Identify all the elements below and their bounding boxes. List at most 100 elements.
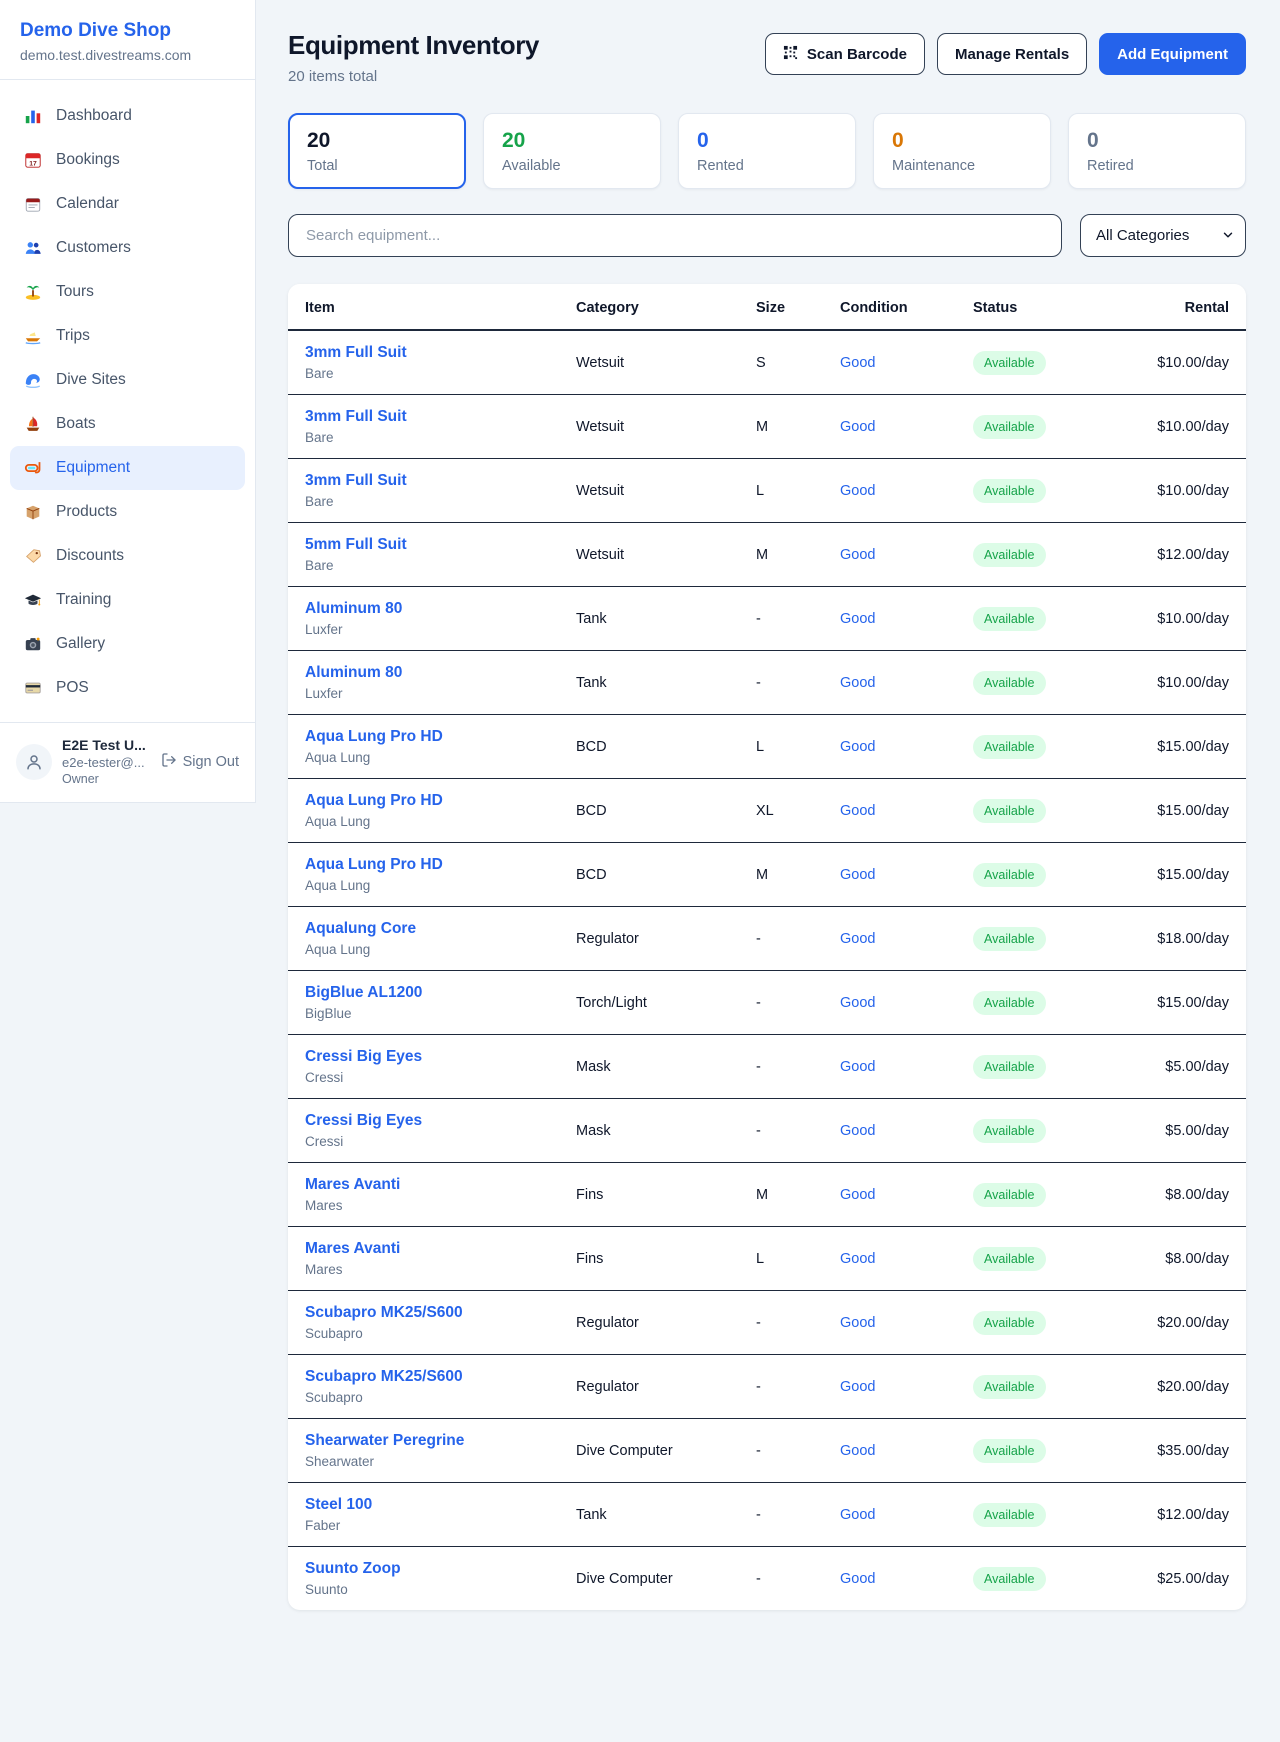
condition-link[interactable]: Good [840,546,876,563]
scan-barcode-label: Scan Barcode [806,45,907,63]
stat-card-retired[interactable]: 0 Retired [1068,113,1246,189]
sidebar-item-boats[interactable]: Boats [10,402,245,446]
scan-barcode-button[interactable]: Scan Barcode [764,33,925,75]
sidebar-item-discounts[interactable]: Discounts [10,534,245,578]
item-link[interactable]: 3mm Full Suit [305,344,407,361]
condition-link[interactable]: Good [840,482,876,499]
bookings-icon: 17 [23,150,43,170]
condition-link[interactable]: Good [840,1442,876,1459]
status-badge: Available [973,542,1046,567]
table-header-row: Item Category Size Condition Status Rent… [288,284,1246,331]
category-cell: Regulator [568,1354,748,1419]
sidebar-item-customers[interactable]: Customers [10,226,245,270]
condition-link[interactable]: Good [840,738,876,755]
sign-out-button[interactable]: Sign Out [161,752,239,772]
item-link[interactable]: 3mm Full Suit [305,408,407,425]
condition-link[interactable]: Good [840,994,876,1011]
condition-link[interactable]: Good [840,1378,876,1395]
manage-rentals-button[interactable]: Manage Rentals [936,33,1088,75]
item-brand: Faber [305,1518,341,1533]
condition-link[interactable]: Good [840,1186,876,1203]
condition-cell: Good [832,714,965,779]
stat-card-available[interactable]: 20 Available [483,113,661,189]
sidebar-item-equipment[interactable]: Equipment [10,446,245,490]
condition-link[interactable]: Good [840,1058,876,1075]
item-link[interactable]: Scubapro MK25/S600 [305,1368,463,1385]
item-link[interactable]: Mares Avanti [305,1240,401,1257]
condition-link[interactable]: Good [840,802,876,819]
condition-link[interactable]: Good [840,866,876,883]
size-cell: M [748,522,832,587]
condition-link[interactable]: Good [840,418,876,435]
condition-link[interactable]: Good [840,1314,876,1331]
item-cell: 3mm Full Suit Bare [288,394,568,459]
status-badge: Available [973,478,1046,503]
dashboard-icon [23,106,43,126]
size-cell: M [748,1162,832,1227]
status-badge: Available [973,1118,1046,1143]
sidebar-item-dashboard[interactable]: Dashboard [10,94,245,138]
condition-cell: Good [832,1226,965,1291]
sidebar-item-label: Equipment [56,459,131,476]
item-brand: BigBlue [305,1006,352,1021]
add-equipment-button[interactable]: Add Equipment [1099,33,1246,75]
item-link[interactable]: Aqua Lung Pro HD [305,792,443,809]
rental-cell: $18.00/day [1125,906,1246,971]
stat-label-retired: Retired [1087,158,1134,174]
category-cell: BCD [568,778,748,843]
item-link[interactable]: Aluminum 80 [305,664,403,681]
item-link[interactable]: Aluminum 80 [305,600,403,617]
category-cell: Tank [568,1482,748,1547]
sign-out-icon [161,752,177,772]
sidebar-item-gallery[interactable]: Gallery [10,622,245,666]
item-link[interactable]: Suunto Zoop [305,1560,401,1577]
size-cell: M [748,842,832,907]
sidebar-item-dive-sites[interactable]: Dive Sites [10,358,245,402]
size-cell: - [748,1546,832,1610]
stat-card-rented[interactable]: 0 Rented [678,113,856,189]
item-link[interactable]: Mares Avanti [305,1176,401,1193]
condition-link[interactable]: Good [840,930,876,947]
item-link[interactable]: Shearwater Peregrine [305,1432,465,1449]
category-select[interactable]: All Categories [1080,214,1246,257]
column-header-category: Category [568,284,748,331]
stat-card-maintenance[interactable]: 0 Maintenance [873,113,1051,189]
item-link[interactable]: Cressi Big Eyes [305,1048,423,1065]
search-input[interactable] [288,214,1062,257]
stat-label-rented: Rented [697,158,744,174]
item-link[interactable]: Scubapro MK25/S600 [305,1304,463,1321]
stat-card-total[interactable]: 20 Total [288,113,466,189]
products-icon [23,502,43,522]
item-link[interactable]: 3mm Full Suit [305,472,407,489]
condition-cell: Good [832,1482,965,1547]
item-cell: BigBlue AL1200 BigBlue [288,970,568,1035]
rental-cell: $10.00/day [1125,394,1246,459]
item-link[interactable]: Cressi Big Eyes [305,1112,423,1129]
item-link[interactable]: Aqua Lung Pro HD [305,856,443,873]
item-link[interactable]: Steel 100 [305,1496,373,1513]
sidebar-item-pos[interactable]: POS [10,666,245,710]
condition-link[interactable]: Good [840,674,876,691]
condition-link[interactable]: Good [840,1506,876,1523]
sidebar-item-calendar[interactable]: Calendar [10,182,245,226]
sidebar-item-tours[interactable]: Tours [10,270,245,314]
condition-link[interactable]: Good [840,1122,876,1139]
size-cell: - [748,1482,832,1547]
condition-link[interactable]: Good [840,354,876,371]
condition-link[interactable]: Good [840,1250,876,1267]
size-cell: S [756,354,766,371]
item-link[interactable]: Aqua Lung Pro HD [305,728,443,745]
table-row: BigBlue AL1200 BigBlue Torch/Light - Goo… [288,970,1246,1035]
add-equipment-label: Add Equipment [1117,45,1228,63]
rental-cell: $8.00/day [1125,1226,1246,1291]
condition-link[interactable]: Good [840,1570,876,1587]
item-link[interactable]: Aqualung Core [305,920,417,937]
sidebar-item-products[interactable]: Products [10,490,245,534]
condition-link[interactable]: Good [840,610,876,627]
status-badge: Available [973,350,1046,375]
sidebar-item-training[interactable]: Training [10,578,245,622]
item-link[interactable]: 5mm Full Suit [305,536,407,553]
sidebar-item-bookings[interactable]: 17 Bookings [10,138,245,182]
item-link[interactable]: BigBlue AL1200 [305,984,423,1001]
sidebar-item-trips[interactable]: Trips [10,314,245,358]
